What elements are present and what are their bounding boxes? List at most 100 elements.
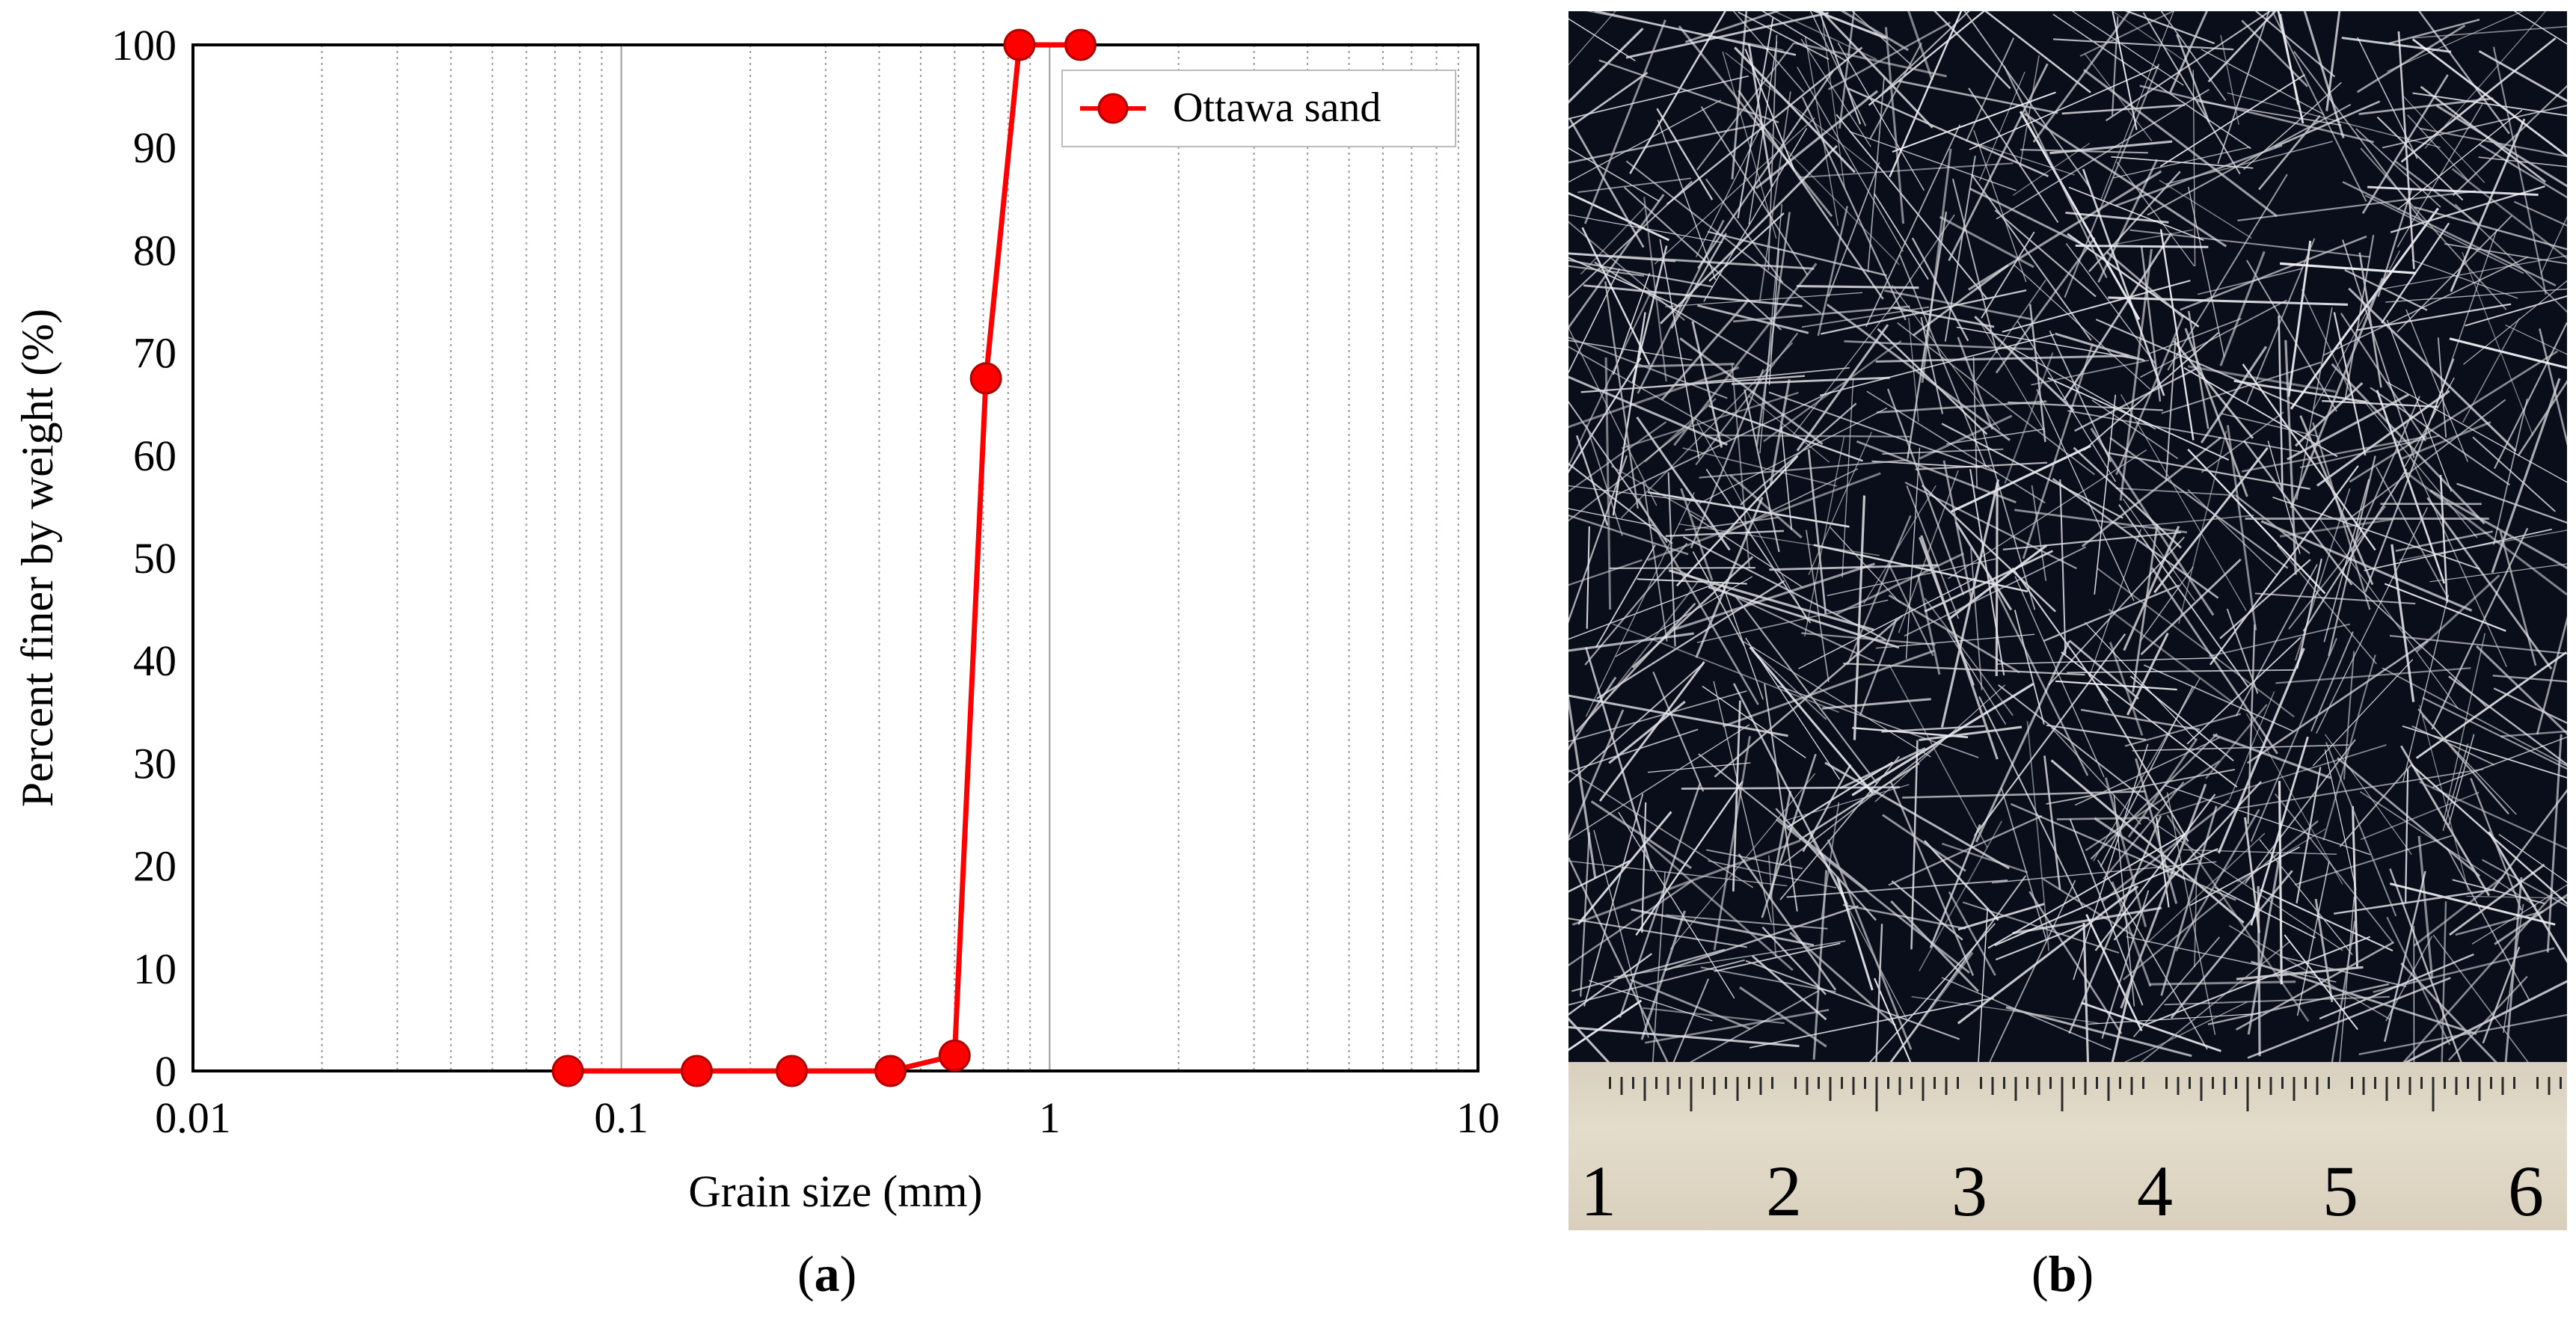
fiber-strand (1683, 535, 1886, 641)
fiber-strand (2344, 268, 2428, 311)
y-tick-label: 80 (133, 226, 177, 274)
fiber-strand (2106, 11, 2272, 122)
grid-lines (321, 45, 1459, 1071)
fiber-strand (1568, 290, 1652, 468)
fiber-strand (2340, 571, 2487, 707)
fiber-strand (1568, 366, 1740, 429)
fiber-strand (1583, 284, 1803, 307)
fiber-strand (1824, 761, 2010, 870)
fiber-strand (2287, 240, 2312, 397)
fiber-strand (1568, 265, 1645, 277)
y-tick-label: 20 (133, 842, 177, 891)
fiber-strand (1697, 304, 1809, 334)
fiber-strand (2100, 11, 2174, 200)
fiber-strand (2241, 19, 2309, 88)
fiber-strand (2260, 520, 2473, 612)
fiber-strand (1568, 429, 1685, 522)
fiber-strand (1773, 11, 1877, 61)
fiber-strand (1697, 70, 1834, 269)
ruler: 1 2 3 4 5 6 (1568, 1062, 2567, 1230)
fiber-strand (1987, 832, 2186, 949)
fiber-strand (1881, 725, 1985, 733)
fiber-strand (2339, 896, 2355, 1062)
fiber-strand (2083, 331, 2219, 451)
fiber-strand (1732, 700, 1741, 891)
fiber-strand (1568, 859, 1631, 893)
fiber-strand (2504, 877, 2523, 1062)
fiber-strand (1975, 640, 2070, 843)
fiber-strand (2219, 251, 2266, 366)
ruler-number: 3 (1951, 1151, 1987, 1230)
fiber-strand (1957, 885, 2139, 1025)
fiber-strand (1921, 148, 1952, 383)
fiber-strand (2242, 363, 2376, 551)
y-tick-label: 90 (133, 123, 177, 172)
y-tick-label: 100 (111, 21, 177, 70)
fiber-strand (1869, 43, 1922, 140)
fiber-strand (1618, 811, 1735, 999)
fiber-strand (2147, 103, 2352, 216)
glass-fibers-picture (1568, 11, 2567, 1062)
fiber-strand (2472, 436, 2556, 512)
fiber-strand (2205, 704, 2268, 779)
fiber-strand (2446, 847, 2530, 1001)
fiber-strand (2127, 737, 2198, 838)
fiber-strand (2405, 769, 2409, 904)
fiber-strand (1796, 284, 1919, 289)
fiber-strand (2279, 955, 2407, 987)
fiber-strand (2103, 781, 2185, 880)
fiber-strand (2064, 64, 2160, 298)
fiber-strand (1919, 820, 2003, 972)
fiber-strand (1995, 924, 2086, 961)
fiber-strand (1904, 546, 2086, 637)
fiber-strand (1978, 908, 1988, 1062)
fiber-strand (2055, 332, 2144, 362)
fiber-strand (2316, 507, 2428, 734)
fiber-strand (2340, 313, 2426, 442)
fiber-strand (2412, 92, 2567, 117)
fiber-strand (1956, 326, 2145, 361)
y-tick-label: 70 (133, 329, 177, 378)
fiber-strand (1568, 514, 1689, 556)
fiber-strand (2278, 315, 2284, 494)
fiber-strand (1713, 681, 1772, 923)
fiber-strand (2417, 708, 2509, 815)
fiber-strands (1568, 11, 2567, 1062)
fiber-strand (2452, 879, 2545, 905)
fiber-strand (1613, 940, 1846, 978)
data-point (874, 1055, 907, 1087)
fiber-strand (1902, 790, 2146, 799)
fiber-strand (2002, 531, 2182, 550)
fiber-strand (1835, 552, 1964, 616)
fiber-strand (2143, 664, 2294, 732)
fiber-strand (2082, 168, 2165, 396)
fiber-strand (2260, 888, 2393, 952)
fiber-strand (1981, 231, 2035, 319)
fiber-strand (1692, 551, 1745, 647)
data-point (1064, 28, 1097, 61)
fiber-strand (2178, 430, 2227, 624)
y-axis-label: Percent finer by weight (%) (13, 309, 62, 807)
fiber-strand (2397, 31, 2415, 269)
fiber-strand (2277, 11, 2304, 124)
fiber-strand (1637, 497, 1759, 705)
fiber-strand (2122, 820, 2319, 980)
fiber-strand (1568, 769, 1754, 888)
fiber-strand (2462, 318, 2521, 423)
fiber-strand (1675, 455, 1799, 587)
fiber-strand (2319, 953, 2474, 1020)
fiber-strand (1947, 544, 2048, 621)
fiber-strand (2228, 691, 2275, 800)
fiber-strand (2207, 983, 2390, 1025)
panel-a-letter: a (814, 1245, 840, 1302)
fiber-strand (2463, 280, 2567, 365)
fiber-strand (1755, 652, 1827, 720)
fiber-strand (2382, 105, 2567, 149)
fiber-strand (1666, 914, 1828, 930)
fiber-strand (2028, 304, 2046, 443)
fiber-strand (1705, 468, 1812, 624)
fiber-strand (2243, 440, 2353, 586)
fiber-strand (1954, 521, 2013, 611)
y-tick-label: 30 (133, 739, 177, 788)
fiber-strand (2411, 25, 2567, 39)
